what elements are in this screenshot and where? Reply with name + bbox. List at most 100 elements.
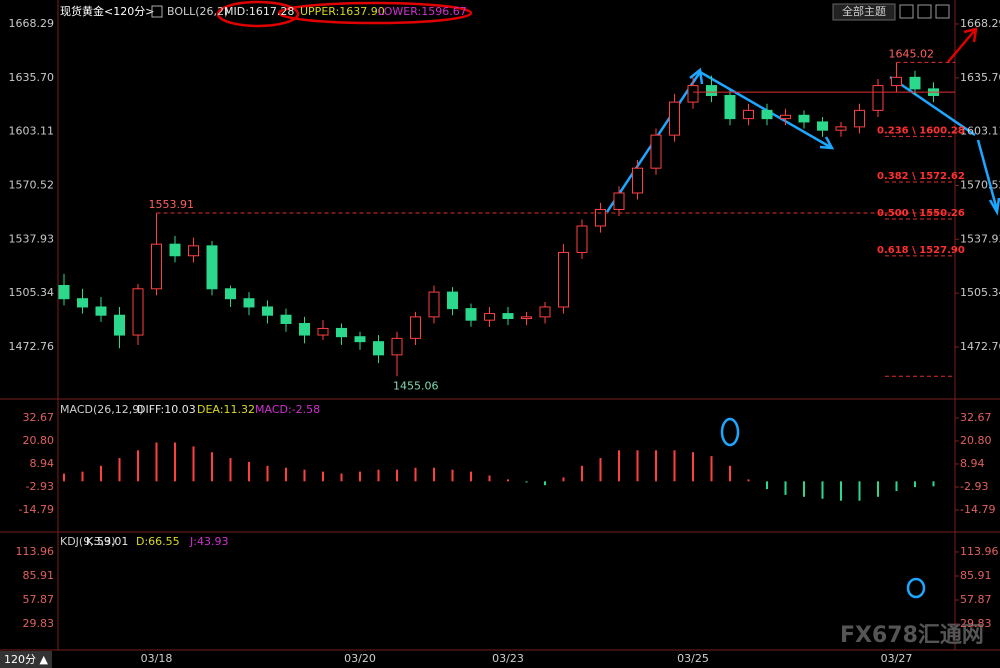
x-tick-label: 03/25 [677, 652, 709, 665]
candle-body [558, 251, 569, 308]
y-tick-label: 1635.70 [9, 71, 55, 84]
candle-body [872, 85, 884, 111]
candle-body [909, 76, 921, 90]
legend-entry: J:43.93 [189, 535, 228, 548]
y-tick-label: 1635.70 [960, 71, 1000, 84]
x-tick-label: 03/27 [881, 652, 913, 665]
x-tick-label: 03/18 [141, 652, 173, 665]
candle-body [447, 291, 458, 310]
candle-body [502, 313, 514, 320]
candle-body [891, 76, 902, 87]
y-tick-label: 1505.34 [9, 286, 55, 299]
legend-entry: DEA:11.32 [197, 403, 255, 416]
period-box[interactable] [0, 651, 52, 668]
candle-body [669, 101, 680, 136]
legend-entry: DIFF:10.03 [137, 403, 196, 416]
y-tick-label: 8.94 [960, 457, 985, 470]
y-tick-label: -2.93 [26, 480, 54, 493]
y-tick-label: -2.93 [960, 480, 988, 493]
legend-entry: K:59.01 [86, 535, 128, 548]
y-tick-label: 8.94 [30, 457, 55, 470]
fib-label: 0.618 \ 1527.90 [877, 245, 965, 256]
candle-body [613, 192, 625, 210]
watermark: FX678汇通网 [840, 623, 984, 648]
y-tick-label: -14.79 [19, 503, 54, 516]
candle-body [706, 85, 717, 96]
candle-body [336, 327, 347, 338]
candle-body [465, 308, 477, 321]
highlight-circle [906, 577, 926, 599]
candle-body [484, 313, 495, 321]
indicator-title: MACD(26,12,9) [60, 403, 144, 416]
candle-body [743, 109, 754, 120]
candle-body [539, 306, 551, 318]
toolbar-icon[interactable] [935, 4, 950, 19]
y-tick-label: 1472.76 [9, 340, 55, 353]
y-tick-label: 1472.76 [960, 340, 1000, 353]
candle-body [299, 322, 310, 336]
candle-body [225, 288, 236, 300]
candle-body [151, 243, 162, 290]
y-tick-label: 20.80 [960, 434, 992, 447]
highlight-ellipse [277, 1, 473, 25]
candle-body [280, 314, 292, 324]
highlight-circle [720, 417, 740, 447]
frame [0, 0, 1000, 651]
symbol: 现货黄金<120分> [60, 4, 154, 18]
arrow-head [819, 136, 835, 150]
theme-button-label[interactable]: 全部主题 [842, 4, 886, 18]
y-tick-label: 1570.52 [9, 178, 55, 191]
indicator-title: KDJ(9,3,3) [60, 535, 116, 548]
arrow-head [963, 27, 978, 43]
candle-body [650, 134, 662, 169]
y-tick-label: 57.87 [23, 593, 55, 606]
panel: 32.67 32.67 20.80 20.80 8.94 8.94 -2.93 -2.93 -1… [19, 403, 996, 516]
x-tick-label: 03/20 [344, 652, 376, 665]
legend-entry: UPPER:1637.90 [300, 5, 385, 18]
y-tick-label: 20.80 [23, 434, 55, 447]
candle-body [95, 306, 107, 316]
candle-body [595, 208, 606, 227]
y-tick-label: 1603.11 [9, 125, 55, 138]
candle-body [114, 314, 125, 336]
candle-body [132, 288, 144, 336]
arrow-head [689, 67, 704, 85]
candle-body [373, 341, 384, 356]
y-tick-label: 1537.93 [960, 232, 1000, 245]
candle-body [391, 337, 403, 356]
theme-button[interactable] [832, 3, 896, 21]
y-tick-label: 29.83 [23, 617, 55, 630]
y-tick-label: 1603.11 [960, 125, 1000, 138]
toolbar-icon[interactable] [899, 4, 914, 19]
icon [151, 5, 163, 18]
candle-body [206, 245, 218, 290]
y-tick-label: -14.79 [960, 503, 995, 516]
legend-entry: D:66.55 [136, 535, 180, 548]
candle-body [521, 316, 532, 320]
fib-label: 0.236 \ 1600.28 [877, 125, 965, 136]
panel: 1668.29 1668.29 1635.70 1635.70 1603.11 1603.… [9, 5, 1000, 665]
arrow-head [988, 197, 1000, 216]
candle-body [780, 114, 791, 120]
legend-entry: MACD:-2.58 [255, 403, 320, 416]
x-tick-label: 03/23 [492, 652, 524, 665]
period-label[interactable]: 120分 ▲ [4, 653, 48, 666]
y-tick-label: 85.91 [23, 569, 55, 582]
candle-body [835, 126, 847, 131]
candle-body [262, 306, 273, 316]
candle-body [632, 167, 643, 194]
trend-arrow [889, 75, 976, 137]
toolbar-icon[interactable] [917, 4, 932, 19]
y-tick-label: 1668.29 [960, 17, 1000, 30]
candle-body [77, 298, 88, 308]
candle-body [798, 114, 810, 123]
low-label: 1455.06 [393, 379, 439, 392]
candle-body [410, 316, 421, 339]
legend-entry: MID:1617.28 [224, 5, 294, 18]
candle-body [317, 327, 329, 336]
y-tick-label: 32.67 [960, 411, 992, 424]
trend-arrow [947, 29, 976, 63]
